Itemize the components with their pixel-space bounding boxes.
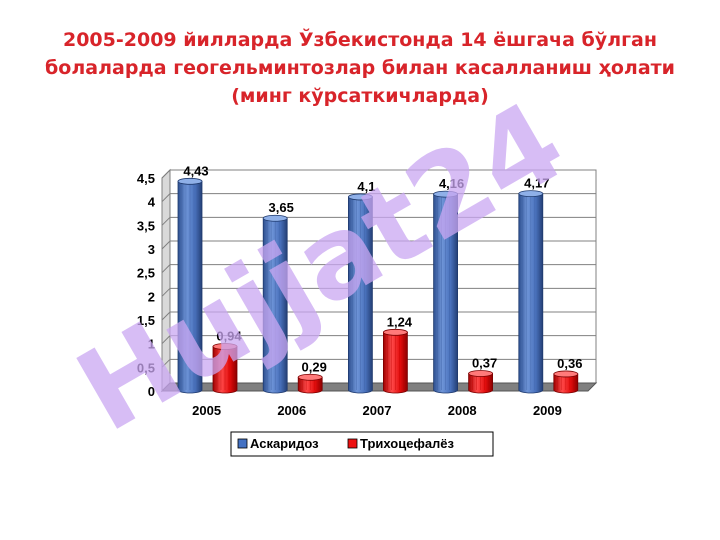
chart-title-line-2: болаларда геогельминтозлар билан касалла… [45, 57, 675, 79]
bar-trichocephalez-2005 [212, 343, 238, 394]
x-axis-tick-labels: 2005 2006 2007 2008 2009 [192, 403, 562, 418]
legend-label-trichocephalez: Трихоцефалёз [360, 436, 455, 451]
y-tick-label: 2,5 [137, 266, 155, 281]
data-label-askaridoz-2005: 4,43 [183, 163, 208, 178]
y-tick-label: 2 [148, 289, 155, 304]
data-label-askaridoz-2007: 4,1 [357, 179, 375, 194]
y-tick-label: 4 [148, 195, 156, 210]
grid-line [161, 169, 596, 179]
data-label-trichocephalez-2006: 0,29 [302, 359, 327, 374]
x-tick-label: 2005 [192, 403, 221, 418]
bar-askaridoz-2005 [177, 177, 203, 394]
bars [177, 177, 579, 394]
x-tick-label: 2009 [533, 403, 562, 418]
legend-swatch-trichocephalez [347, 438, 358, 449]
y-axis-tick-labels: 0 0,5 1 1,5 2 2,5 3 3,5 4 4,5 [137, 171, 156, 399]
legend-label-askaridoz: Аскаридоз [250, 436, 319, 451]
bar-askaridoz-2009 [518, 190, 544, 394]
y-tick-label: 1 [148, 337, 155, 352]
y-tick-label: 0 [148, 384, 155, 399]
y-tick-label: 0,5 [137, 360, 155, 375]
data-label-trichocephalez-2009: 0,36 [557, 356, 582, 371]
bar-askaridoz-2006 [262, 214, 288, 394]
x-tick-label: 2008 [448, 403, 477, 418]
bar-askaridoz-2007 [347, 193, 373, 394]
y-tick-label: 3,5 [137, 218, 155, 233]
bar-trichocephalez-2006 [297, 373, 323, 394]
legend-swatch-askaridoz [237, 438, 248, 449]
x-tick-label: 2006 [277, 403, 306, 418]
plot-side-wall [161, 168, 171, 393]
chart-title-line-1: 2005-2009 йилларда Ўзбекистонда 14 ёшгач… [62, 29, 657, 51]
data-label-askaridoz-2008: 4,16 [439, 176, 464, 191]
y-tick-label: 4,5 [137, 171, 155, 186]
chart-title: 2005-2009 йилларда Ўзбекистонда 14 ёшгач… [40, 26, 680, 110]
y-tick-label: 1,5 [137, 313, 155, 328]
bar-trichocephalez-2009 [553, 370, 579, 394]
x-tick-label: 2007 [363, 403, 392, 418]
chart-title-line-3: (минг кўрсаткичларда) [231, 85, 489, 107]
bar-askaridoz-2008 [433, 190, 459, 394]
data-label-trichocephalez-2005: 0,94 [216, 329, 242, 344]
data-label-trichocephalez-2008: 0,37 [472, 355, 497, 370]
bar-trichocephalez-2007 [382, 328, 408, 394]
legend-box [230, 431, 494, 457]
data-label-trichocephalez-2007: 1,24 [387, 314, 413, 329]
data-label-askaridoz-2006: 3,65 [269, 200, 294, 215]
data-labels: 4,43 0,94 3,65 0,29 4,1 1,24 4,16 0,37 4,17 0,36 [183, 163, 582, 374]
y-tick-label: 3 [148, 242, 155, 257]
legend: Аскаридоз Трихоцефалёз [230, 431, 494, 457]
bar-trichocephalez-2008 [468, 370, 494, 394]
data-label-askaridoz-2009: 4,17 [524, 176, 549, 191]
